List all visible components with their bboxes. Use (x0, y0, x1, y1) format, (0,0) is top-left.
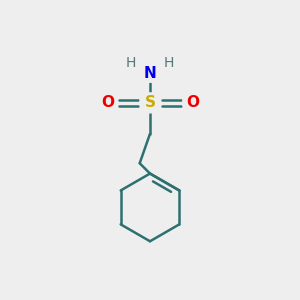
Text: S: S (145, 95, 155, 110)
Text: H: H (126, 56, 136, 70)
Text: O: O (101, 95, 114, 110)
Text: H: H (164, 56, 174, 70)
Circle shape (140, 93, 160, 113)
Text: N: N (144, 66, 156, 81)
Circle shape (183, 93, 203, 113)
Circle shape (97, 93, 117, 113)
Circle shape (141, 64, 159, 82)
Text: O: O (186, 95, 199, 110)
